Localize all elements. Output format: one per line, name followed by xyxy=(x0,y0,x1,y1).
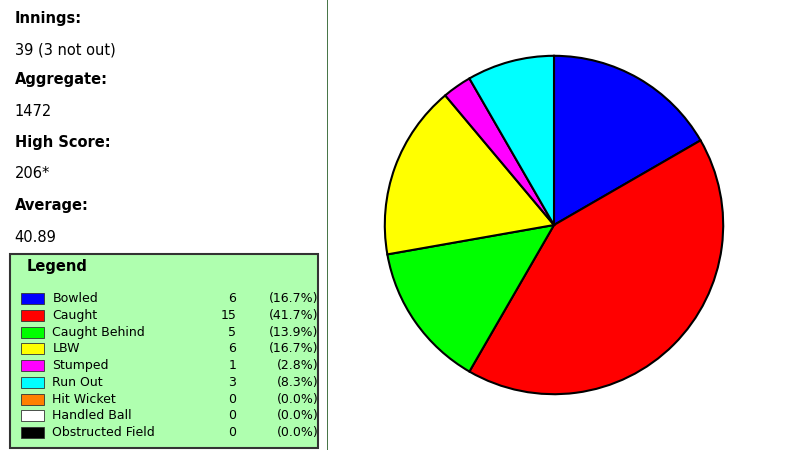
Text: (8.3%): (8.3%) xyxy=(277,376,318,389)
Text: LBW: LBW xyxy=(53,342,80,356)
Text: (41.7%): (41.7%) xyxy=(269,309,318,322)
Bar xyxy=(22,377,44,388)
Text: High Score:: High Score: xyxy=(14,135,110,150)
Text: Handled Ball: Handled Ball xyxy=(53,410,132,423)
Wedge shape xyxy=(385,95,554,254)
Text: (0.0%): (0.0%) xyxy=(277,392,318,405)
Text: (0.0%): (0.0%) xyxy=(277,426,318,439)
Bar xyxy=(22,310,44,321)
Text: Average:: Average: xyxy=(14,198,89,213)
Text: Run Out: Run Out xyxy=(53,376,103,389)
Text: (0.0%): (0.0%) xyxy=(277,410,318,423)
Text: Aggregate:: Aggregate: xyxy=(14,72,108,87)
Wedge shape xyxy=(470,56,554,225)
Text: 40.89: 40.89 xyxy=(14,230,57,244)
Bar xyxy=(22,293,44,304)
Text: Stumped: Stumped xyxy=(53,359,109,372)
Text: 6: 6 xyxy=(228,342,236,356)
Text: (16.7%): (16.7%) xyxy=(269,292,318,305)
Bar xyxy=(22,343,44,354)
Text: Caught: Caught xyxy=(53,309,98,322)
Text: 206*: 206* xyxy=(14,166,50,181)
Wedge shape xyxy=(446,78,554,225)
Text: Obstructed Field: Obstructed Field xyxy=(53,426,155,439)
Text: 3: 3 xyxy=(228,376,236,389)
Text: Bowled: Bowled xyxy=(53,292,98,305)
Text: (13.9%): (13.9%) xyxy=(269,326,318,339)
Bar xyxy=(22,360,44,371)
Text: 0: 0 xyxy=(228,392,236,405)
Bar xyxy=(22,410,44,421)
Text: 6: 6 xyxy=(228,292,236,305)
Bar xyxy=(22,394,44,405)
Text: 5: 5 xyxy=(228,326,236,339)
Text: (2.8%): (2.8%) xyxy=(277,359,318,372)
Wedge shape xyxy=(387,225,554,372)
Text: 15: 15 xyxy=(220,309,236,322)
Wedge shape xyxy=(554,56,701,225)
Text: Innings:: Innings: xyxy=(14,11,82,26)
Text: 39 (3 not out): 39 (3 not out) xyxy=(14,43,115,58)
Bar xyxy=(22,427,44,438)
Text: 1: 1 xyxy=(228,359,236,372)
Text: Caught Behind: Caught Behind xyxy=(53,326,146,339)
Text: (16.7%): (16.7%) xyxy=(269,342,318,356)
Bar xyxy=(22,327,44,338)
Text: 0: 0 xyxy=(228,410,236,423)
Text: 0: 0 xyxy=(228,426,236,439)
Wedge shape xyxy=(470,140,723,394)
Text: 1472: 1472 xyxy=(14,104,52,118)
Text: Legend: Legend xyxy=(26,259,87,274)
Bar xyxy=(10,254,318,448)
Text: Hit Wicket: Hit Wicket xyxy=(53,392,116,405)
